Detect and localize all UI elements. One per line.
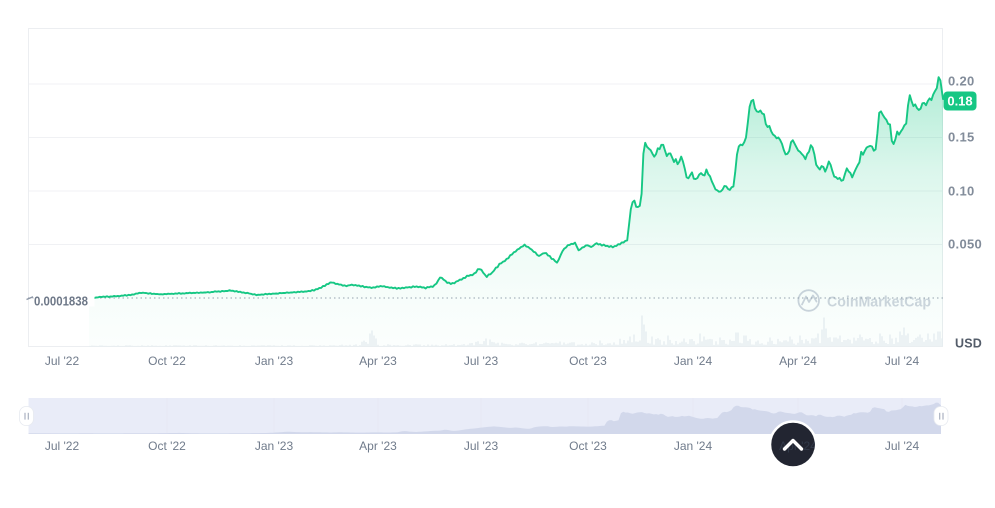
- svg-text:Jan '24: Jan '24: [674, 439, 713, 453]
- svg-text:0.18: 0.18: [947, 94, 972, 109]
- svg-text:Jan '23: Jan '23: [255, 439, 294, 453]
- svg-text:USD: USD: [955, 337, 982, 351]
- svg-text:Oct '22: Oct '22: [148, 439, 186, 453]
- svg-text:0.15: 0.15: [948, 130, 975, 145]
- svg-text:Jul '23: Jul '23: [464, 439, 499, 453]
- svg-text:0.10: 0.10: [948, 184, 975, 199]
- svg-text:Jul '24: Jul '24: [885, 439, 920, 453]
- svg-text:0.0001838: 0.0001838: [34, 295, 88, 309]
- svg-text:0.20: 0.20: [948, 74, 975, 89]
- svg-text:Oct '22: Oct '22: [148, 354, 186, 368]
- svg-text:Jul '23: Jul '23: [464, 354, 499, 368]
- svg-text:Jul '24: Jul '24: [885, 354, 920, 368]
- svg-text:Oct '23: Oct '23: [569, 354, 607, 368]
- svg-text:Apr '23: Apr '23: [359, 439, 397, 453]
- svg-text:Jul '22: Jul '22: [45, 354, 80, 368]
- svg-text:Jul '22: Jul '22: [45, 439, 80, 453]
- svg-text:0.050: 0.050: [948, 237, 982, 252]
- svg-text:Apr '24: Apr '24: [779, 354, 817, 368]
- svg-text:Oct '23: Oct '23: [569, 439, 607, 453]
- svg-text:Apr '23: Apr '23: [359, 354, 397, 368]
- svg-text:Jan '24: Jan '24: [674, 354, 713, 368]
- svg-text:Jan '23: Jan '23: [255, 354, 294, 368]
